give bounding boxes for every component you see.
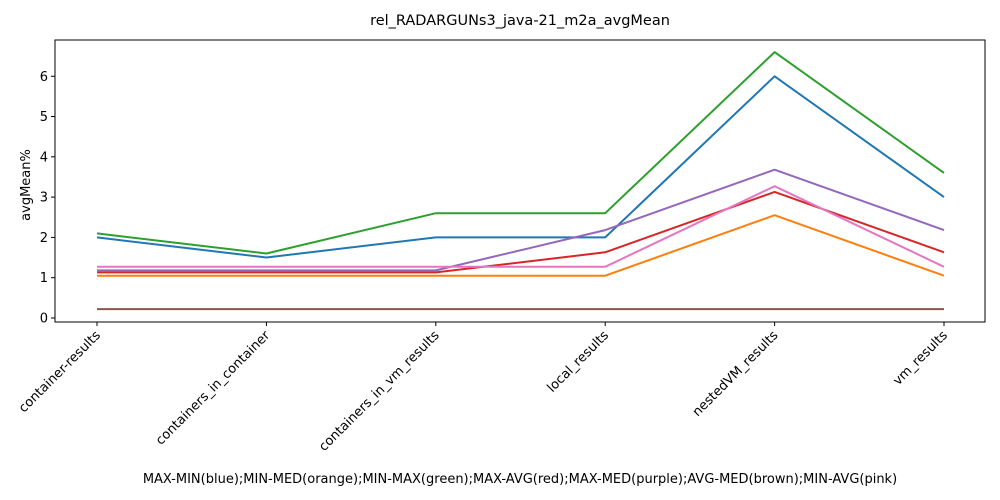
- y-tick-label: 4: [40, 150, 48, 165]
- plot-area: 0 1 2 3 4 5 6 container-results containers_in_co…: [16, 39, 986, 455]
- y-tick-label: 1: [40, 271, 48, 286]
- series-line-0: [96, 75, 945, 259]
- x-axis-label: MAX-MIN(blue);MIN-MED(orange);MIN-MAX(gr…: [143, 472, 897, 487]
- series-line-1: [97, 214, 945, 277]
- x-tick-label: container-results: [16, 328, 104, 416]
- x-tick-label: local_results: [545, 328, 613, 396]
- y-tick-label: 5: [40, 110, 48, 125]
- y-tick-label: 6: [40, 70, 48, 85]
- y-axis-label: avgMean%: [19, 149, 34, 221]
- series-line-4: [97, 168, 945, 272]
- plot-frame: [54, 39, 986, 323]
- chart-title: rel_RADARGUNs3_java-21_m2a_avgMean: [370, 13, 670, 29]
- series-line-2: [96, 51, 945, 255]
- series-line-3: [97, 190, 945, 274]
- x-tick-label: containers_in_vm_results: [316, 328, 442, 454]
- y-tick-label: 0: [40, 311, 48, 326]
- series-line-6: [97, 185, 945, 268]
- x-tick-label: containers_in_container: [153, 328, 274, 449]
- y-tick-label: 2: [40, 231, 48, 246]
- y-tick-label: 3: [40, 191, 48, 206]
- x-tick-label: nestedVM_results: [690, 328, 782, 420]
- x-tick-label: vm_results: [890, 328, 951, 389]
